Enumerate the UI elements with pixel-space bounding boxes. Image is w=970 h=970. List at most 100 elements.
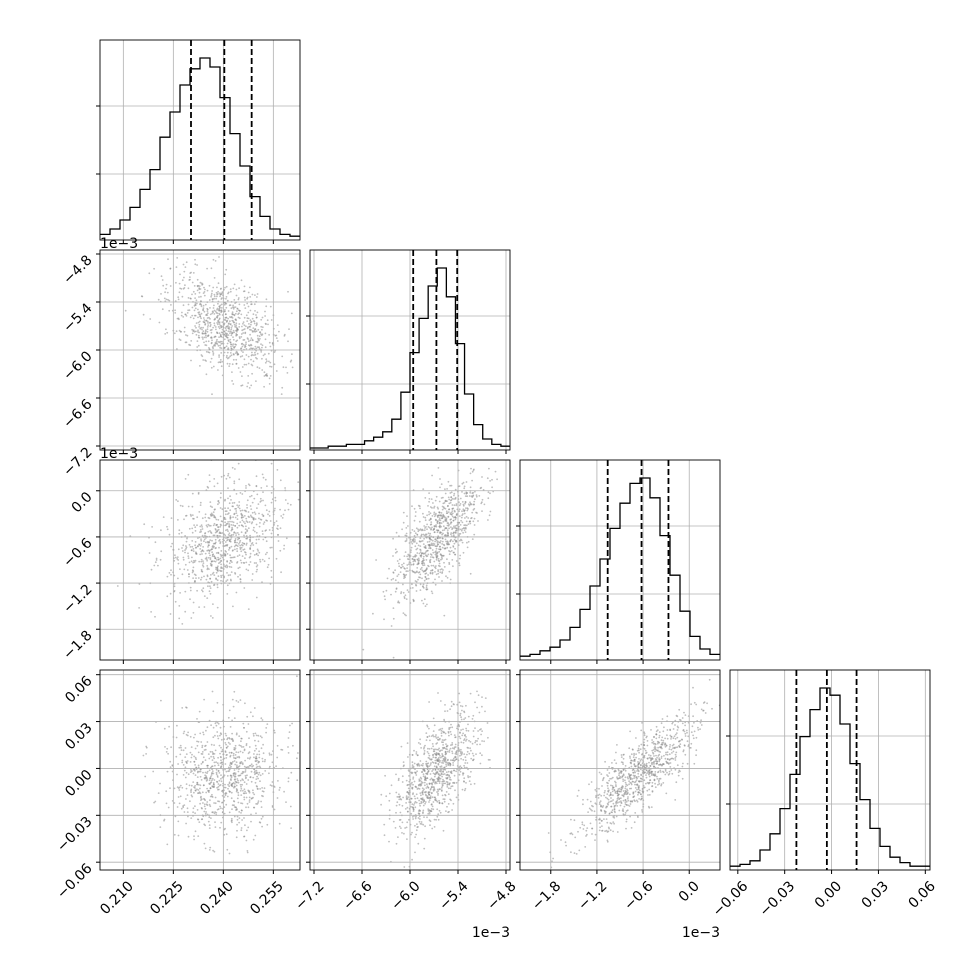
scatter-point <box>264 770 267 772</box>
scatter-point <box>170 545 173 548</box>
scatter-point <box>229 320 231 323</box>
scatter-point <box>183 568 186 571</box>
scatter-point <box>238 501 241 503</box>
scatter-point <box>231 332 234 335</box>
scatter-point <box>653 755 655 757</box>
scatter-point <box>402 565 404 568</box>
scatter-point <box>192 781 195 783</box>
scatter-point <box>213 522 216 525</box>
scatter-point <box>482 489 485 491</box>
scatter-point <box>234 352 237 354</box>
scatter-point <box>431 779 434 781</box>
scatter-point <box>215 768 218 771</box>
scatter-point <box>388 809 391 812</box>
scatter-point <box>446 546 449 549</box>
scatter-point <box>279 508 281 511</box>
scatter-point <box>275 520 278 522</box>
scatter-point <box>253 554 256 556</box>
scatter-point <box>212 352 215 355</box>
scatter-point <box>231 782 234 785</box>
scatter-point <box>228 852 231 855</box>
scatter-point <box>445 780 448 783</box>
scatter-point <box>645 782 647 785</box>
scatter-point <box>203 291 206 293</box>
scatter-point <box>261 760 264 763</box>
scatter-point <box>448 783 450 785</box>
scatter-point <box>291 353 293 355</box>
scatter-point <box>434 735 437 738</box>
scatter-point <box>255 314 257 316</box>
scatter-point <box>615 815 618 818</box>
scatter-point <box>245 314 248 317</box>
scatter-point <box>285 366 287 369</box>
scatter-point <box>481 476 483 478</box>
scatter-point <box>443 515 445 517</box>
scatter-point <box>199 315 202 318</box>
scatter-point <box>484 710 486 713</box>
scatter-point <box>467 503 470 506</box>
scatter-point <box>467 776 470 779</box>
scatter-point <box>259 821 262 824</box>
scatter-point <box>434 748 436 751</box>
scatter-point <box>476 706 478 709</box>
scatter-point <box>467 723 469 726</box>
scatter-point <box>206 312 209 315</box>
scatter-point <box>431 796 434 799</box>
scatter-point <box>449 492 452 494</box>
scatter-point <box>451 513 453 516</box>
scatter-point <box>217 737 220 740</box>
scatter-point <box>241 493 244 495</box>
scatter-point <box>263 375 266 377</box>
scatter-point <box>417 560 420 563</box>
scatter-point <box>467 768 469 771</box>
scatter-point <box>191 314 194 317</box>
scatter-point <box>241 819 244 821</box>
scatter-point <box>460 519 462 522</box>
scatter-point <box>273 351 276 353</box>
scatter-point <box>209 587 212 589</box>
scatter-point <box>224 302 227 305</box>
scatter-point <box>226 351 229 354</box>
scatter-point <box>165 328 167 331</box>
scatter-point <box>213 277 216 279</box>
scatter-point <box>254 770 256 772</box>
scatter-point <box>231 738 234 741</box>
scatter-point <box>403 567 406 570</box>
scatter-point <box>220 560 223 562</box>
scatter-point <box>417 504 420 507</box>
scatter-point <box>229 509 232 512</box>
scatter-point <box>424 546 426 549</box>
scatter-point <box>154 615 156 618</box>
scatter-point <box>448 734 450 737</box>
scatter-point <box>268 334 270 336</box>
scatter-point <box>268 341 271 344</box>
scatter-point <box>435 565 437 567</box>
scatter-point <box>215 291 218 294</box>
scatter-point <box>206 289 209 292</box>
scatter-point <box>268 515 271 517</box>
scatter-point <box>199 531 201 533</box>
scatter-point <box>449 578 452 581</box>
scatter-point <box>573 819 576 822</box>
scatter-point <box>164 746 166 748</box>
scatter-point <box>251 293 254 296</box>
scatter-point <box>219 340 222 343</box>
scatter-point <box>601 825 603 827</box>
scatter-point <box>220 774 222 776</box>
scatter-point <box>197 537 199 539</box>
scatter-point <box>425 787 428 789</box>
scatter-point <box>232 533 235 536</box>
scatter-point <box>273 729 276 732</box>
scatter-point <box>224 732 227 735</box>
scatter-point <box>207 516 210 519</box>
scatter-point <box>248 801 251 803</box>
scatter-point <box>211 506 214 508</box>
scatter-point <box>213 560 216 563</box>
scatter-point <box>452 540 454 543</box>
scatter-point <box>261 773 264 775</box>
scatter-point <box>245 510 248 513</box>
scatter-point <box>269 361 272 364</box>
scatter-point <box>647 805 650 808</box>
scatter-point <box>250 363 253 366</box>
scatter-point <box>414 532 417 535</box>
